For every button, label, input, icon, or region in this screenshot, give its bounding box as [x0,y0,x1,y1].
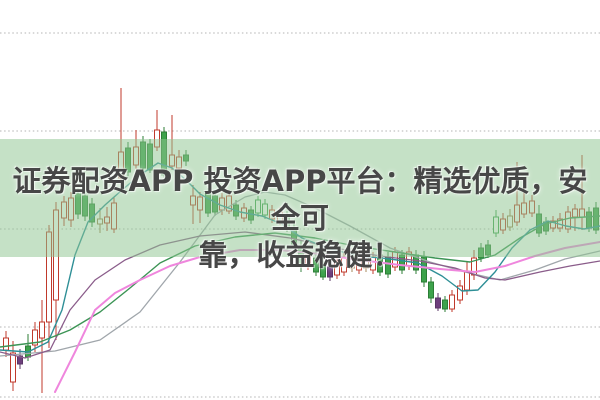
candle-body [320,261,326,278]
candle-body [457,285,463,301]
headline: 证券配资APP 投资APP平台：精选优质，安全可 靠，收益稳健！ [8,163,592,274]
candle-body [327,266,333,278]
candle-body [17,355,23,365]
highlight-band [0,139,600,257]
candle-body [435,297,441,309]
candle-body [442,299,448,310]
headline-line-2: 靠，收益稳健！ [198,238,402,272]
candle-body [10,352,16,383]
candle-body [39,321,45,339]
candle-body [313,257,319,273]
candle-body [3,337,9,351]
candle-body [428,281,434,299]
candle-body [464,271,470,291]
headline-line-1: 证券配资APP 投资APP平台：精选优质，安全可 [12,164,588,235]
candle-body [334,261,340,276]
candle-body [32,329,38,346]
candle-body [449,294,455,310]
